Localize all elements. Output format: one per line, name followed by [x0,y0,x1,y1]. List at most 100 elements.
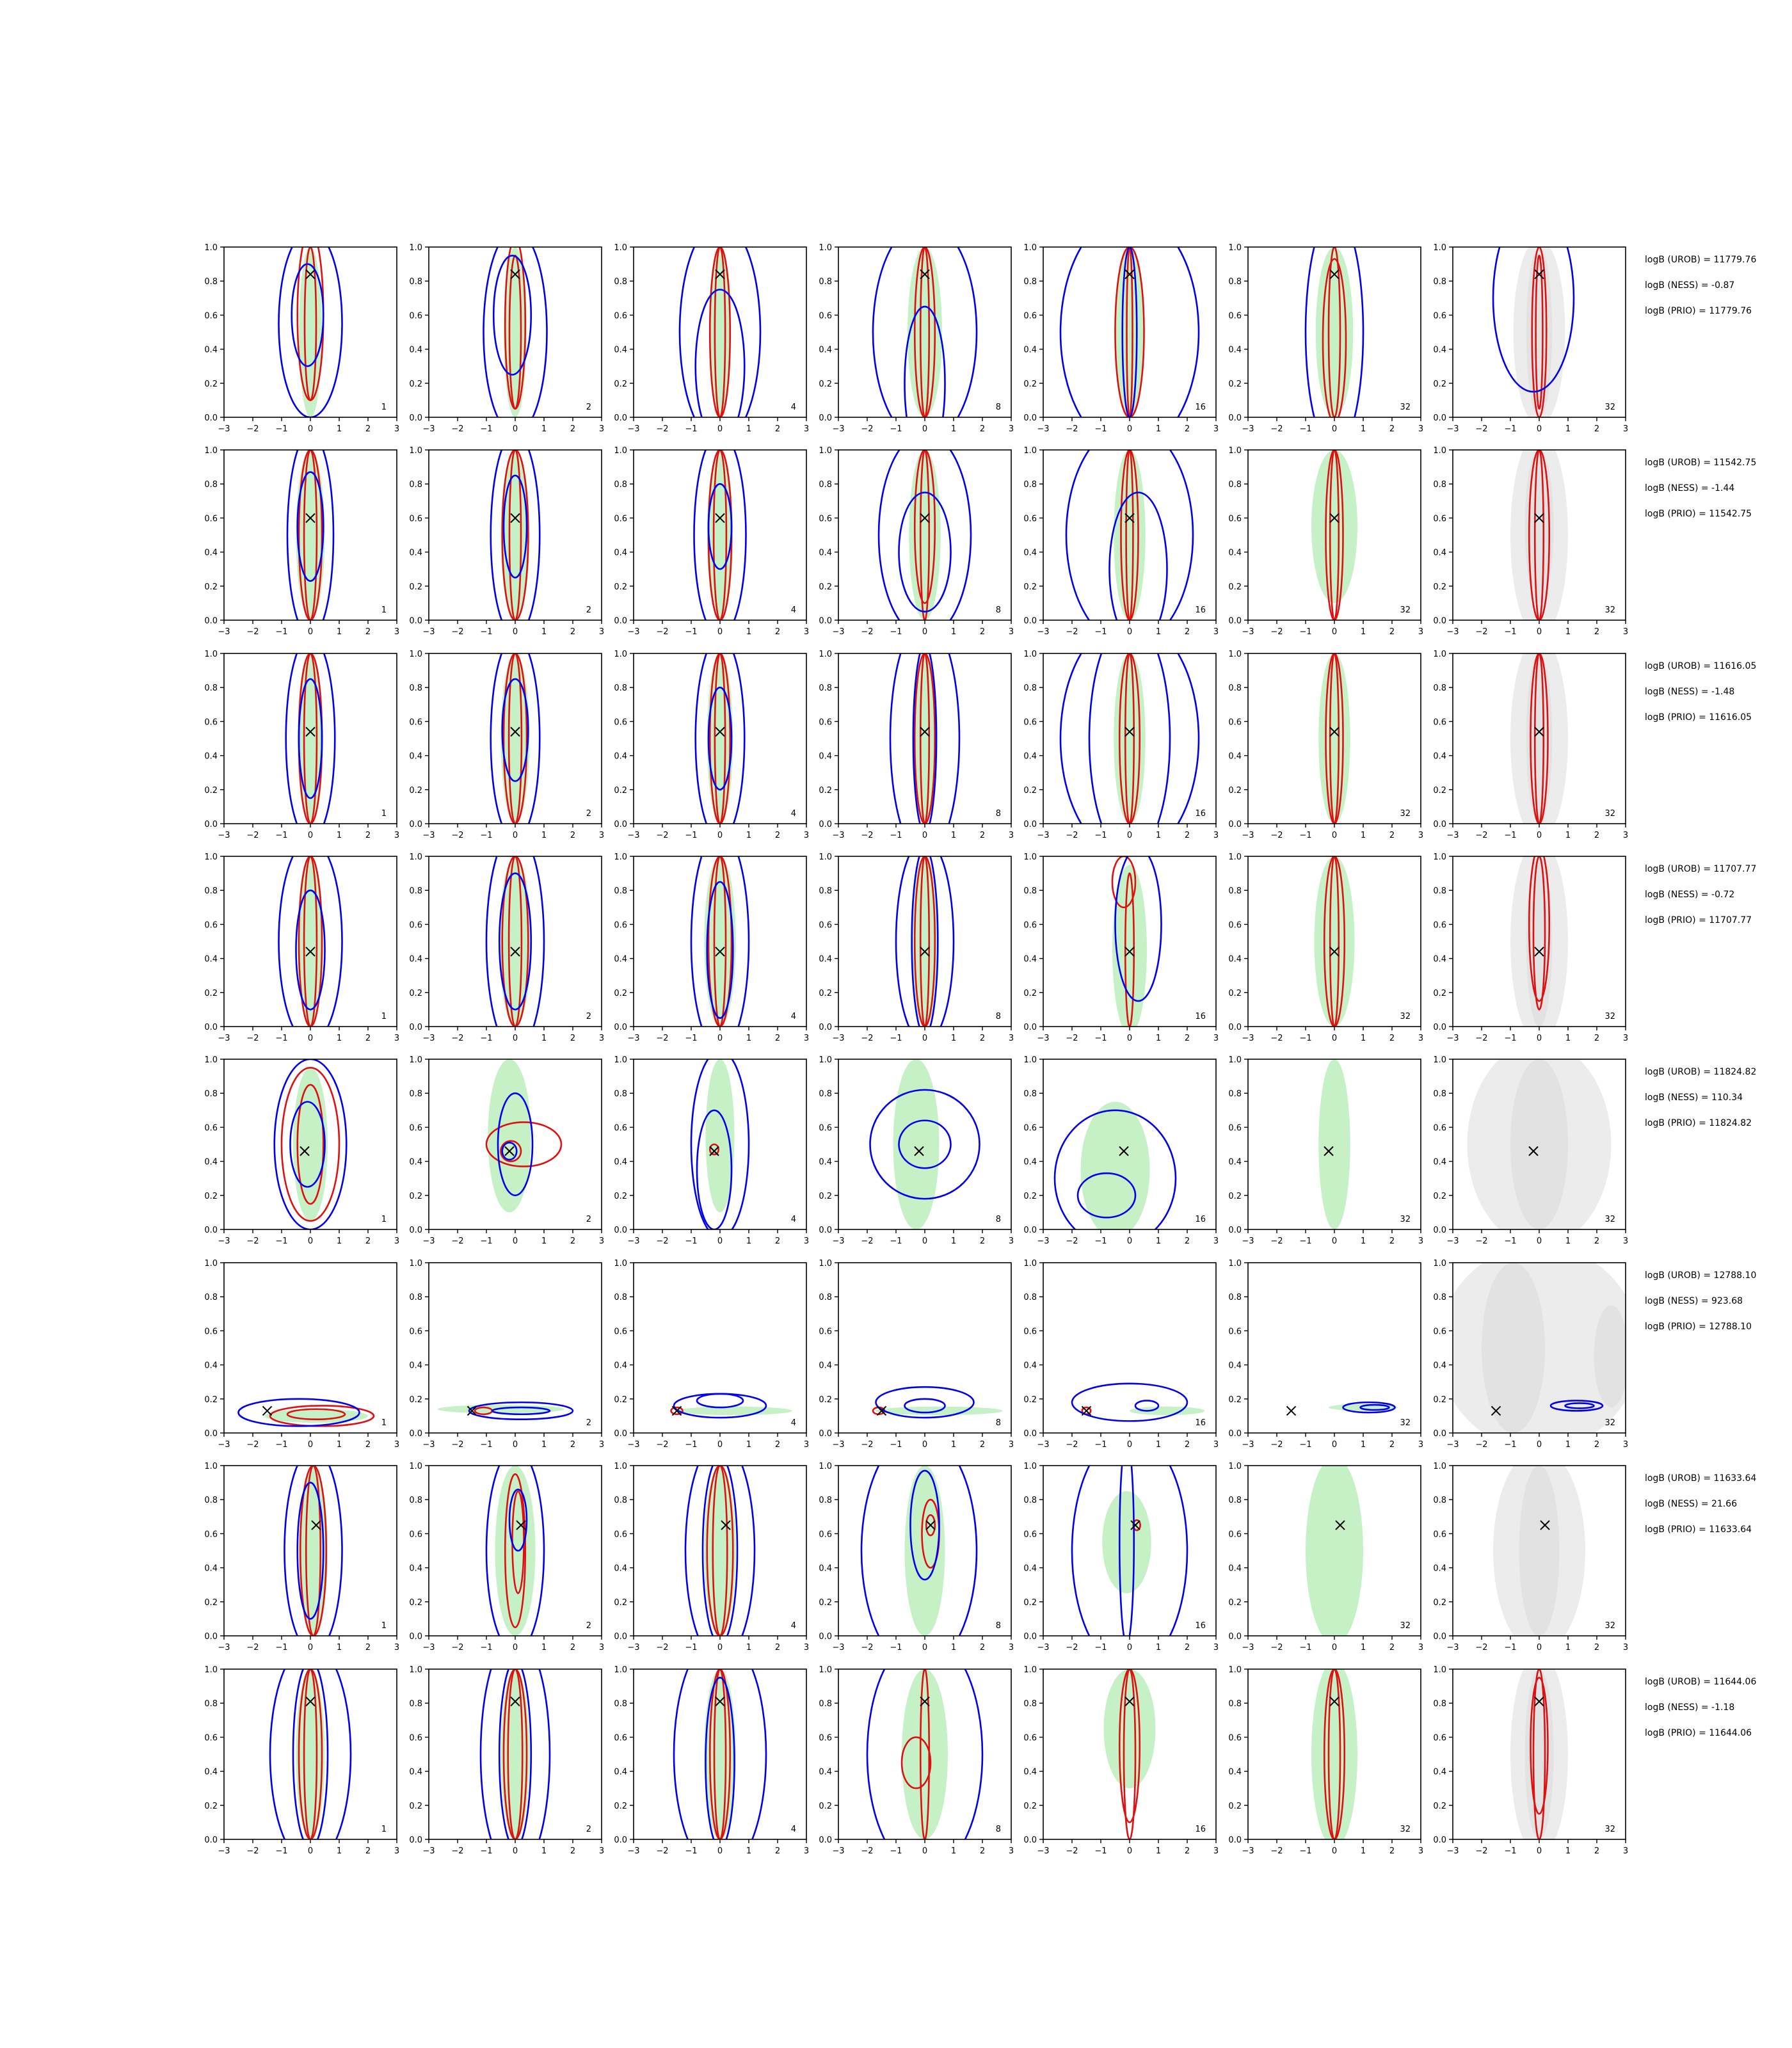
blue-contour [1059,653,1200,824]
panel: −3 −2 −1 0 1 2 3 0.0 0.2 0.4 0.6 0.8 1.0 4 [614,852,809,1043]
x-tick-label: 2 [570,1440,575,1450]
y-tick-label: 0.2 [1023,1802,1037,1811]
x-tick-label: 2 [980,424,985,434]
y-tick-label: 1.0 [1023,1259,1037,1268]
panel-size-label: 8 [996,1012,1001,1021]
x-tick-label: 0 [717,424,723,434]
plot-area [869,1059,980,1229]
panel: −3 −2 −1 0 1 2 3 0.0 0.2 0.4 0.6 0.8 1.0 8 [819,1259,1014,1450]
red-contour [708,247,732,417]
x-tick-label: −1 [480,1034,492,1043]
x-tick-label: 2 [1594,1846,1599,1856]
x-tick-label: 0 [1332,1643,1337,1652]
y-tick-label: 0.6 [204,311,218,321]
y-tick-label: 1.0 [1228,243,1242,253]
panel: −3 −2 −1 0 1 2 3 0.0 0.2 0.4 0.6 0.8 1.0 32 [1228,446,1423,637]
y-tick-label: 1.0 [204,243,218,253]
y-tick-label: 0.2 [1023,786,1037,796]
y-tick-label: 0.8 [614,1089,627,1099]
x-tick-label: −3 [627,1846,639,1856]
x-tick-label: −1 [685,627,697,637]
x-tick-label: 2 [1185,1440,1190,1450]
blue-contour [237,1398,360,1427]
x-tick-label: 2 [365,1440,371,1450]
red-contour [1323,856,1346,1027]
x-tick-label: 1 [337,424,342,434]
y-tick-label: 0.4 [409,1361,422,1371]
panel-size-label: 32 [1400,1825,1411,1834]
y-tick-label: 0.4 [409,955,422,964]
red-contour [1120,450,1139,620]
x-tick-label: −1 [890,1236,902,1246]
plot-area [1493,1466,1585,1636]
plot-area [1059,247,1200,417]
x-tick-label: 0 [308,831,313,840]
y-tick-label: 0.0 [1433,413,1446,423]
y-tick-label: 0.8 [409,684,422,693]
y-tick-label: 0.0 [409,1632,422,1642]
y-tick-label: 1.0 [204,1259,218,1268]
x-tick-label: −2 [1475,831,1487,840]
plot-area [278,856,343,1027]
x-tick-label: 1 [1156,627,1161,637]
red-contour [502,1669,528,1839]
x-tick-label: 2 [365,424,371,434]
y-tick-label: 0.0 [204,1226,218,1235]
x-tick-label: −1 [1094,1643,1107,1652]
blue-contour [866,1669,984,1839]
x-tick-label: −2 [246,1236,259,1246]
blue-contour [684,1466,756,1636]
truth-marker [510,947,520,957]
blue-contour [911,856,939,1027]
panel-size-label: 8 [996,1215,1001,1224]
panel-size-label: 32 [1400,403,1411,412]
y-tick-label: 0.2 [409,1192,422,1201]
panel-size-label: 16 [1195,1012,1206,1021]
x-tick-label: −3 [422,1440,435,1450]
y-tick-label: 0.8 [614,277,627,287]
y-tick-label: 0.8 [1228,886,1242,896]
x-tick-label: −1 [275,424,287,434]
y-tick-label: 0.4 [819,1564,832,1574]
x-tick-label: 0 [717,831,723,840]
x-tick-label: −2 [246,1846,259,1856]
truth-marker [1534,513,1544,524]
y-tick-label: 0.4 [1023,1564,1037,1574]
y-tick-label: 1.0 [204,852,218,862]
red-contour [502,653,528,824]
x-tick-label: 1 [1156,1846,1161,1856]
panel: −3 −2 −1 0 1 2 3 0.0 0.2 0.4 0.6 0.8 1.0 2 [409,1665,604,1856]
y-tick-label: 0.2 [614,1598,627,1608]
x-tick-label: −2 [1066,1236,1078,1246]
panel: −3 −2 −1 0 1 2 3 0.0 0.2 0.4 0.6 0.8 1.0 32 [1433,1259,1628,1450]
green-density-region [911,653,938,824]
y-tick-label: 0.0 [204,616,218,626]
panel: −3 −2 −1 0 1 2 3 0.0 0.2 0.4 0.6 0.8 1.0 16 [1023,1665,1219,1856]
y-tick-label: 0.8 [819,1293,832,1302]
y-tick-label: 1.0 [819,243,832,253]
panel: −3 −2 −1 0 1 2 3 0.0 0.2 0.4 0.6 0.8 1.0 2 [409,650,604,840]
y-tick-label: 0.2 [1433,380,1446,389]
y-tick-label: 1.0 [614,1259,627,1268]
x-tick-label: 2 [570,1846,575,1856]
y-tick-label: 0.2 [1228,582,1242,592]
x-tick-label: −2 [451,1236,463,1246]
x-tick-label: −2 [861,831,873,840]
x-tick-label: −1 [275,1440,287,1450]
x-tick-label: −2 [1270,1034,1283,1043]
x-tick-label: 3 [804,1236,809,1246]
y-tick-label: 0.2 [409,582,422,592]
y-tick-label: 0.2 [204,989,218,998]
y-tick-label: 0.2 [1023,582,1037,592]
x-tick-label: −2 [861,424,873,434]
plot-area [872,247,978,417]
red-contour [1533,450,1545,620]
truth-marker [709,1146,719,1156]
x-tick-label: 3 [394,1846,399,1856]
y-tick-label: 0.0 [1023,1836,1037,1845]
y-tick-label: 0.8 [204,1699,218,1709]
blue-contour [498,1669,532,1839]
red-contour [500,1140,522,1162]
y-tick-label: 0.4 [614,548,627,558]
y-tick-label: 0.6 [819,1733,832,1743]
